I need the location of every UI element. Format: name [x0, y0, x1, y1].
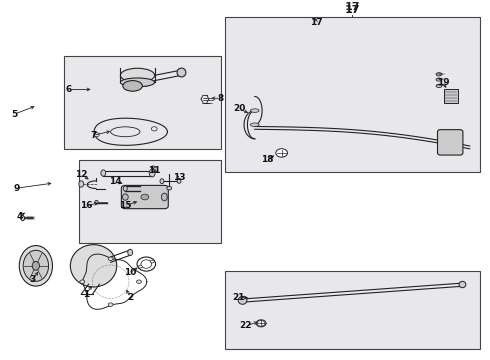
Ellipse shape	[257, 320, 265, 326]
Ellipse shape	[23, 250, 49, 282]
Ellipse shape	[238, 297, 247, 304]
Text: 14: 14	[109, 177, 122, 186]
Circle shape	[138, 265, 142, 268]
Text: 9: 9	[13, 184, 20, 193]
Ellipse shape	[250, 123, 259, 126]
FancyBboxPatch shape	[122, 185, 168, 209]
Ellipse shape	[167, 186, 172, 190]
FancyBboxPatch shape	[79, 160, 220, 243]
Bar	[444, 89, 458, 103]
Ellipse shape	[122, 194, 128, 200]
Ellipse shape	[436, 78, 442, 81]
Text: 3: 3	[29, 275, 36, 284]
Circle shape	[141, 194, 149, 200]
Text: 19: 19	[437, 78, 449, 87]
Ellipse shape	[123, 186, 127, 191]
Ellipse shape	[141, 260, 152, 268]
FancyBboxPatch shape	[225, 271, 480, 349]
Ellipse shape	[32, 261, 40, 270]
Text: 21: 21	[232, 293, 245, 302]
Ellipse shape	[79, 181, 84, 187]
Ellipse shape	[71, 245, 117, 287]
Ellipse shape	[160, 179, 164, 184]
Text: 17: 17	[345, 5, 360, 15]
Ellipse shape	[161, 193, 167, 201]
Text: 17: 17	[310, 18, 322, 27]
Ellipse shape	[121, 68, 155, 82]
Text: 6: 6	[66, 85, 72, 94]
Ellipse shape	[123, 81, 143, 91]
Text: 22: 22	[240, 321, 252, 330]
Circle shape	[151, 127, 157, 131]
Text: 4: 4	[16, 212, 23, 221]
Ellipse shape	[137, 257, 156, 271]
Ellipse shape	[250, 109, 259, 112]
Circle shape	[94, 132, 99, 137]
Text: 12: 12	[75, 170, 88, 179]
Ellipse shape	[101, 170, 106, 176]
Circle shape	[80, 280, 85, 283]
Ellipse shape	[177, 179, 181, 183]
Circle shape	[256, 320, 266, 327]
Text: 20: 20	[233, 104, 245, 113]
Ellipse shape	[21, 216, 24, 221]
Ellipse shape	[177, 68, 186, 77]
Text: 17: 17	[345, 2, 360, 12]
Ellipse shape	[459, 282, 466, 288]
Text: 15: 15	[119, 201, 131, 210]
Text: 1: 1	[83, 289, 89, 298]
Ellipse shape	[128, 249, 133, 256]
Ellipse shape	[151, 166, 155, 168]
Ellipse shape	[111, 127, 140, 137]
Text: 13: 13	[173, 173, 185, 182]
Text: 16: 16	[80, 201, 93, 210]
Circle shape	[137, 280, 142, 283]
Text: 10: 10	[124, 268, 136, 277]
Text: 11: 11	[148, 166, 161, 175]
Ellipse shape	[121, 78, 155, 87]
Text: 2: 2	[127, 293, 133, 302]
Text: 18: 18	[261, 156, 273, 165]
FancyBboxPatch shape	[438, 130, 463, 155]
FancyBboxPatch shape	[225, 17, 480, 172]
Ellipse shape	[149, 169, 155, 177]
Circle shape	[150, 260, 154, 263]
Text: 8: 8	[218, 94, 224, 103]
Ellipse shape	[19, 246, 52, 286]
Ellipse shape	[436, 84, 442, 87]
FancyBboxPatch shape	[64, 56, 220, 149]
Text: 7: 7	[90, 131, 97, 140]
Circle shape	[108, 257, 113, 261]
Ellipse shape	[436, 73, 442, 76]
Circle shape	[108, 303, 113, 306]
Circle shape	[276, 149, 288, 157]
Text: 5: 5	[11, 110, 18, 119]
Ellipse shape	[95, 201, 98, 204]
